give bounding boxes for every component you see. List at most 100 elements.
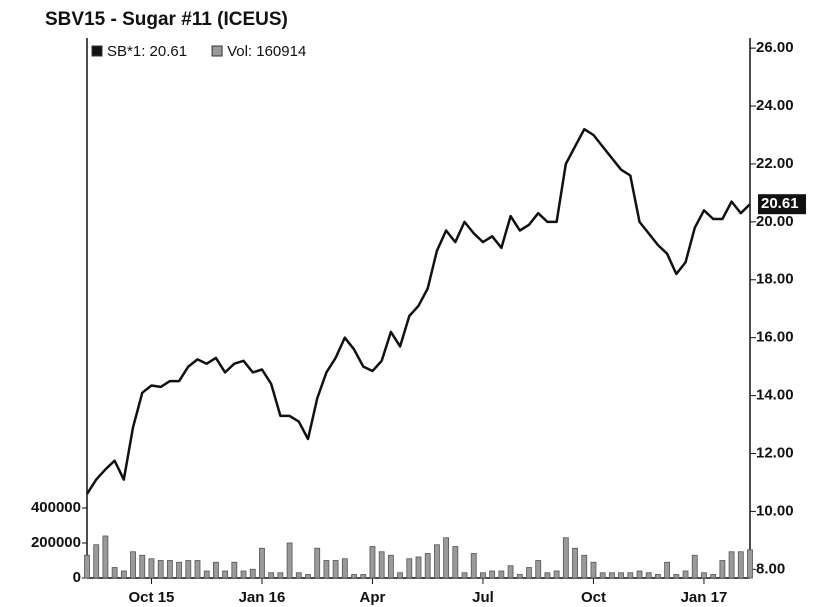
y-tick-label: 16.00 <box>756 329 794 346</box>
volume-bar <box>507 565 514 579</box>
y-tick-label: 12.00 <box>756 444 794 461</box>
y-tick-label: 26.00 <box>756 39 794 56</box>
x-tick-label: Jan 17 <box>681 589 728 606</box>
volume-bar <box>526 567 532 579</box>
volume-bar <box>295 572 302 579</box>
price-line <box>85 127 751 495</box>
volume-bar <box>397 572 403 579</box>
y-tick-label: 10.00 <box>756 502 794 519</box>
volume-bar <box>148 558 155 579</box>
volume-bar <box>277 572 284 579</box>
volume-bar <box>664 561 671 579</box>
volume-bar <box>93 544 100 579</box>
y2-tick-label: 400000 <box>31 499 81 516</box>
volume-bar <box>341 558 348 579</box>
legend-swatch <box>91 45 103 57</box>
volume-bar <box>627 572 634 579</box>
volume-bar <box>166 560 173 579</box>
volume-bar <box>480 572 486 579</box>
volume-bar <box>655 574 661 579</box>
volume-bar <box>185 560 192 579</box>
volume-bar <box>572 547 578 579</box>
volume-bar <box>516 574 523 579</box>
volume-bar <box>553 570 560 579</box>
volume-bar <box>259 547 265 579</box>
volume-bar <box>176 561 182 579</box>
current-value-box <box>758 194 806 215</box>
current-value-label: 20.61 <box>761 195 799 212</box>
volume-bar <box>323 560 330 579</box>
y2-tick-label: 200000 <box>31 534 81 551</box>
volume-bar <box>682 570 689 579</box>
x-tick-label: Jul <box>472 589 494 606</box>
volume-bar <box>360 574 367 579</box>
legend-swatch <box>211 45 223 57</box>
volume-bar <box>673 574 680 579</box>
y2-tick-label: 0 <box>73 569 81 586</box>
volume-bar <box>120 570 127 579</box>
volume-bar <box>194 560 201 579</box>
volume-bar <box>590 561 597 579</box>
volume-bar <box>452 546 459 579</box>
volume-bar <box>489 570 496 579</box>
volume-bar <box>387 554 394 579</box>
volume-bar <box>701 572 707 579</box>
volume-bar <box>351 574 357 579</box>
volume-bar <box>157 560 164 579</box>
legend-label: SB*1: 20.61 <box>107 43 187 60</box>
y-tick-label: 18.00 <box>756 271 794 288</box>
volume-bar <box>544 572 551 579</box>
volume-bar <box>222 570 229 579</box>
volume-bar <box>102 535 109 579</box>
volume-bar <box>130 551 136 579</box>
volume-bar <box>406 558 413 579</box>
volume-bar <box>369 546 376 579</box>
volume-bar <box>618 572 624 579</box>
volume-bar <box>84 554 90 579</box>
volume-bar <box>443 537 450 579</box>
y-tick-label: 8.00 <box>756 560 785 577</box>
volume-bar <box>332 560 339 579</box>
chart-title: SBV15 - Sugar #11 (ICEUS) <box>45 9 288 30</box>
y-tick-label: 14.00 <box>756 387 794 404</box>
volume-bar <box>305 574 311 579</box>
legend-label: Vol: 160914 <box>227 43 306 60</box>
volume-bar <box>691 554 698 579</box>
volume-bar <box>434 544 440 579</box>
volume-bar <box>719 560 726 579</box>
volume-bar <box>710 574 717 579</box>
volume-bar <box>286 542 293 579</box>
volume-bar <box>747 549 753 579</box>
volume-bar <box>645 572 652 579</box>
y-tick-label: 22.00 <box>756 155 794 172</box>
volume-bar <box>608 572 615 579</box>
y-tick-label: 20.00 <box>756 213 794 230</box>
volume-bar <box>636 570 643 579</box>
volume-bar <box>268 572 275 579</box>
volume-bar <box>249 568 256 579</box>
volume-bar <box>378 551 385 579</box>
x-tick-label: Apr <box>360 589 386 606</box>
volume-bar <box>213 561 219 579</box>
volume-bar <box>728 551 735 579</box>
volume-bar <box>240 570 247 579</box>
volume-bar <box>562 537 569 579</box>
volume-bar <box>498 570 505 579</box>
volume-bar <box>535 560 542 579</box>
y-tick-label: 24.00 <box>756 97 794 114</box>
volume-bar <box>599 572 606 579</box>
x-tick-label: Oct 15 <box>129 589 175 606</box>
volume-bar <box>737 551 744 579</box>
volume-bar <box>415 556 422 579</box>
volume-bar <box>470 553 477 579</box>
volume-bar <box>314 547 321 579</box>
volume-bar <box>581 554 588 579</box>
volume-bar <box>203 570 210 579</box>
x-tick-label: Jan 16 <box>239 589 286 606</box>
volume-bar <box>424 553 431 579</box>
volume-bar <box>231 561 238 579</box>
volume-bar <box>461 572 468 579</box>
x-tick-label: Oct <box>581 589 606 606</box>
volume-bar <box>111 567 118 579</box>
